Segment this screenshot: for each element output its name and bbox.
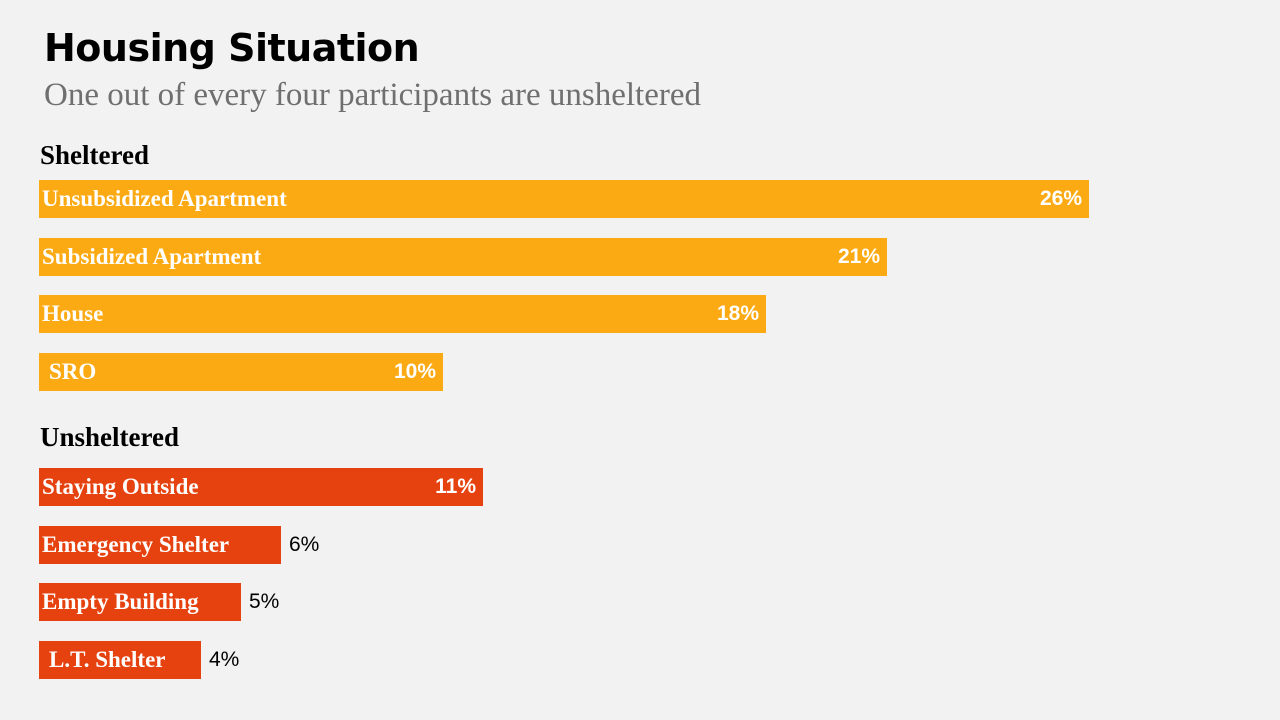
- chart-subtitle: One out of every four participants are u…: [44, 77, 701, 113]
- bar-value-label: 18%: [716, 302, 759, 325]
- bar-category-label: House: [42, 301, 104, 326]
- bar: House 18%: [39, 295, 766, 333]
- chart-title: Housing Situation: [44, 26, 420, 70]
- bar-category-label: SRO: [49, 359, 97, 384]
- bar-value-label: 10%: [393, 360, 436, 383]
- bar: L.T. Shelter 4%: [39, 641, 239, 679]
- bar-value-label: 26%: [1039, 187, 1082, 210]
- bar-category-label: Emergency Shelter: [42, 532, 230, 557]
- bar: Subsidized Apartment 21%: [39, 238, 887, 276]
- bar-category-label: L.T. Shelter: [49, 647, 166, 672]
- group-title-unsheltered: Unsheltered: [40, 422, 179, 452]
- bar-value-label: 5%: [249, 590, 280, 613]
- group-title-sheltered: Sheltered: [40, 140, 149, 170]
- bar: Unsubsidized Apartment 26%: [39, 180, 1089, 218]
- bar-value-label: 11%: [435, 475, 476, 498]
- bar: Emergency Shelter 6%: [39, 526, 319, 564]
- bar: Empty Building 5%: [39, 583, 279, 621]
- bar-category-label: Subsidized Apartment: [42, 244, 262, 269]
- bar-value-label: 6%: [289, 533, 320, 556]
- bar: Staying Outside 11%: [39, 468, 483, 506]
- bar-value-label: 21%: [837, 245, 880, 268]
- bar-category-label: Unsubsidized Apartment: [42, 186, 287, 211]
- bar-category-label: Staying Outside: [42, 474, 199, 499]
- bar-category-label: Empty Building: [42, 589, 199, 614]
- bar-value-label: 4%: [209, 648, 240, 671]
- bar: SRO 10%: [39, 353, 443, 391]
